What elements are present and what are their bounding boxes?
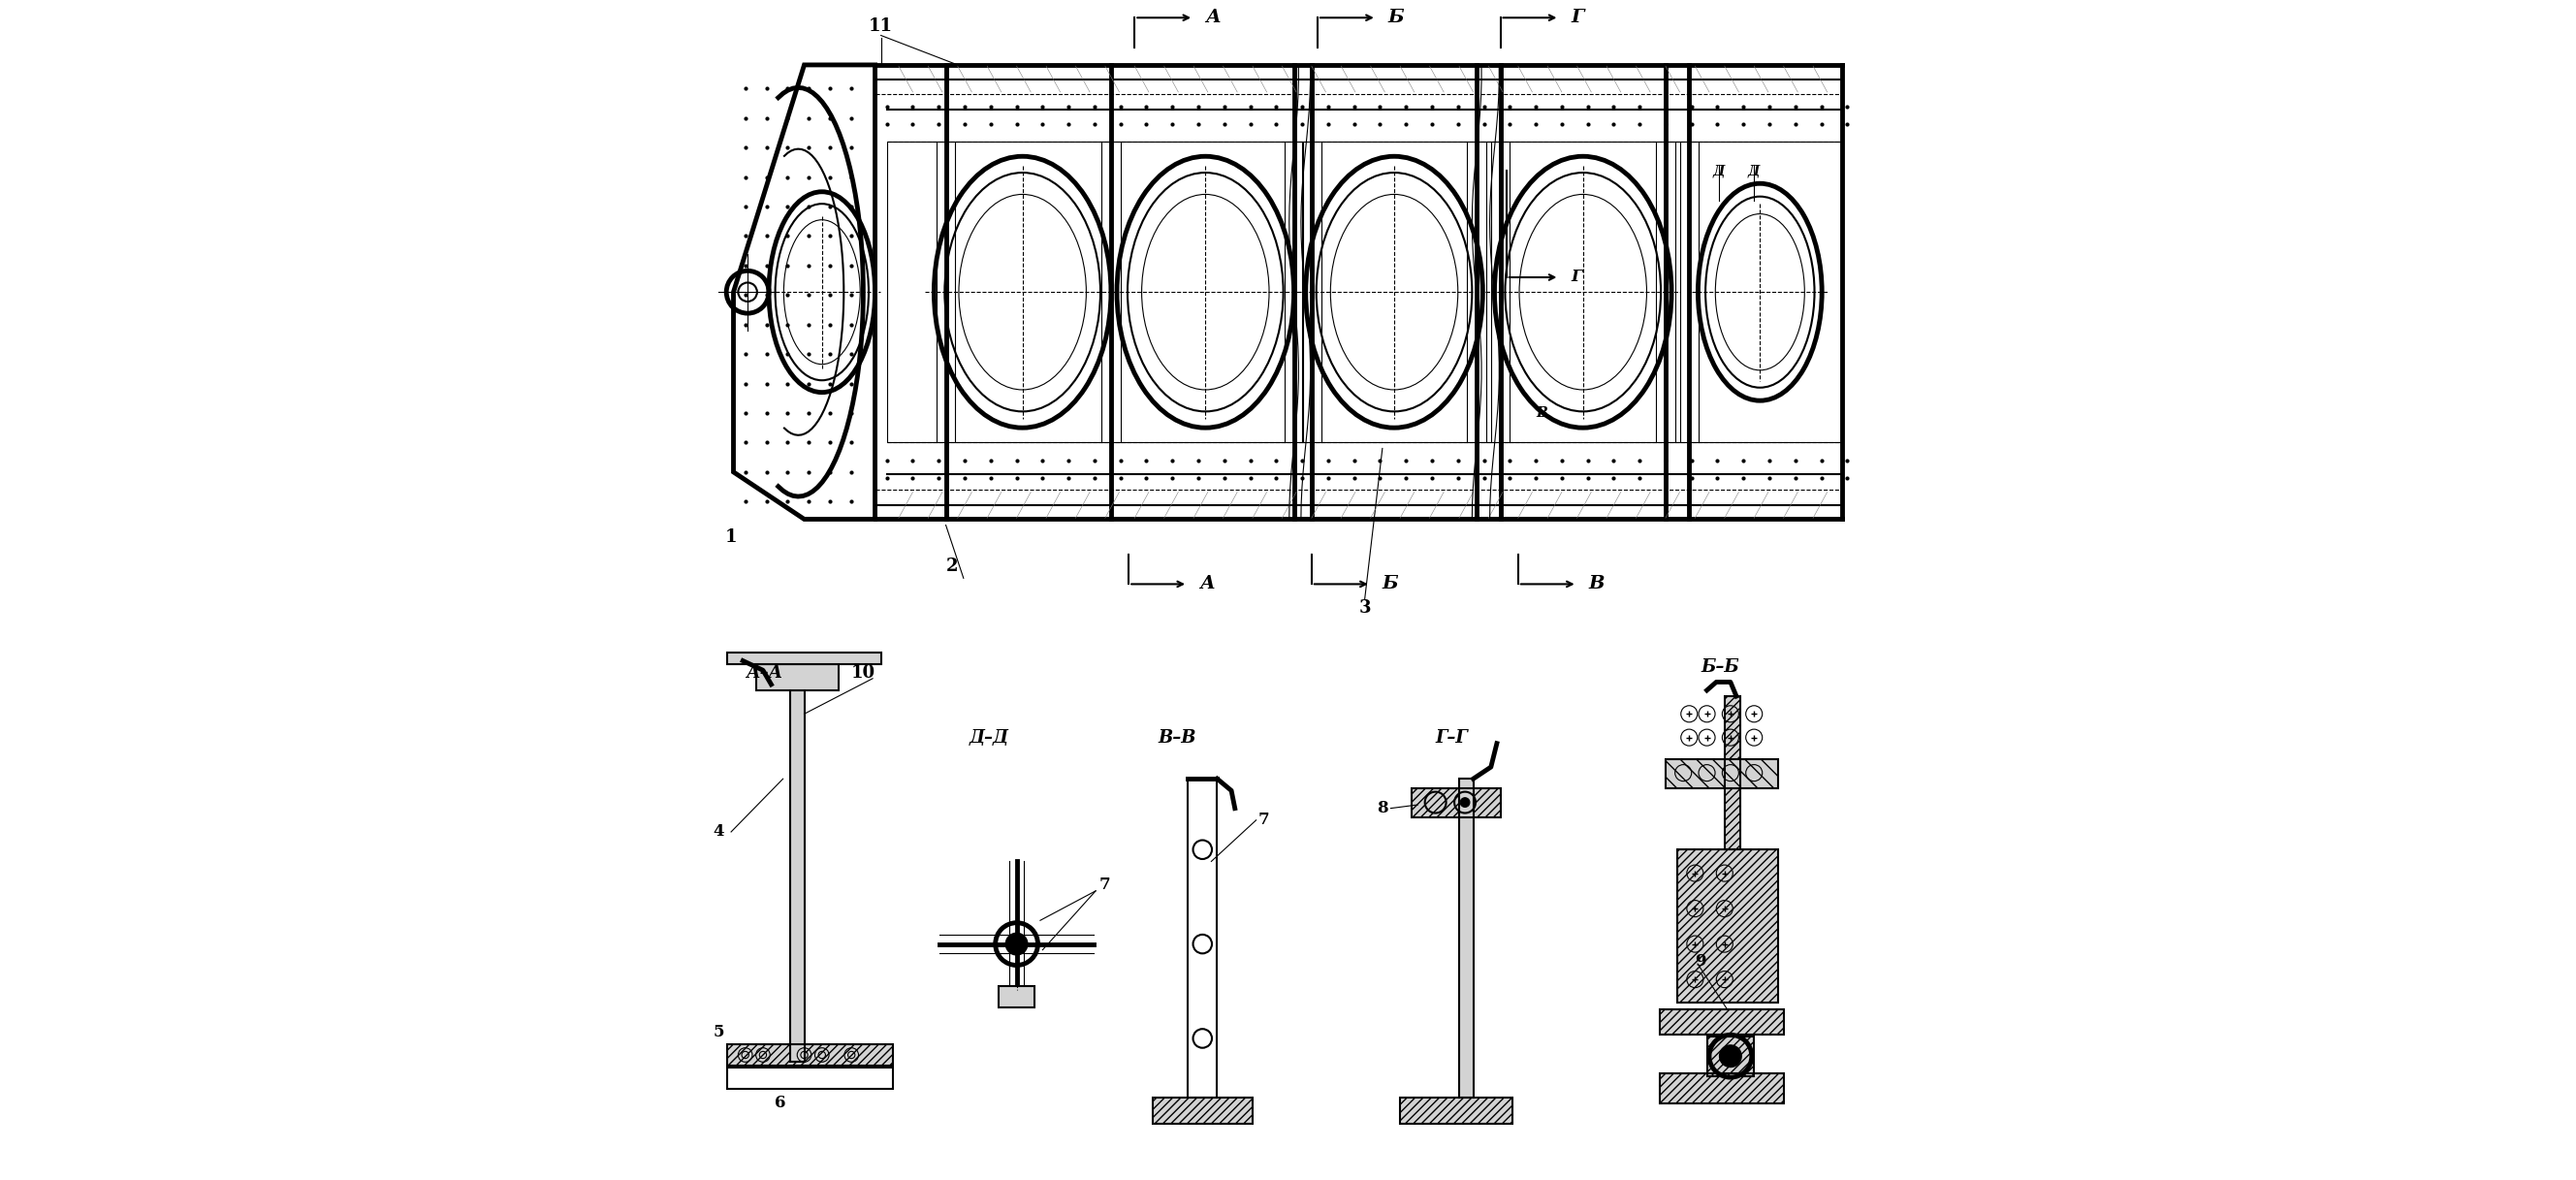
Text: 9: 9: [1695, 953, 1705, 970]
Bar: [1151, 1097, 1252, 1123]
Text: 3: 3: [1358, 599, 1370, 616]
Bar: [791, 690, 804, 1062]
Bar: [1401, 1097, 1512, 1123]
Bar: [886, 142, 1842, 442]
Polygon shape: [734, 65, 876, 519]
Text: 6: 6: [775, 1095, 786, 1112]
Bar: [1659, 1074, 1783, 1103]
Bar: [1708, 1036, 1754, 1076]
Bar: [726, 1068, 894, 1089]
Bar: [726, 653, 881, 664]
Text: 5: 5: [714, 1024, 724, 1041]
Text: Д: Д: [1749, 164, 1759, 178]
Text: 11: 11: [868, 18, 894, 34]
Bar: [1723, 696, 1739, 850]
Text: 8: 8: [1378, 800, 1388, 817]
Circle shape: [1461, 798, 1471, 807]
Text: 7: 7: [1100, 877, 1110, 893]
Text: А: А: [1200, 576, 1216, 592]
Bar: [755, 664, 837, 690]
Bar: [1188, 779, 1218, 1097]
Bar: [999, 986, 1036, 1008]
Text: В: В: [1535, 406, 1548, 420]
Bar: [1412, 788, 1499, 818]
Bar: [726, 1044, 894, 1066]
Text: Г–Г: Г–Г: [1435, 729, 1468, 746]
Bar: [726, 653, 881, 664]
Bar: [1659, 1009, 1783, 1035]
Text: Д: Д: [1713, 164, 1726, 178]
Circle shape: [1721, 1045, 1741, 1067]
Bar: [1412, 788, 1499, 818]
Text: Б: Б: [1383, 576, 1399, 592]
Text: 10: 10: [853, 664, 876, 681]
Bar: [1723, 696, 1739, 850]
Text: В: В: [1589, 576, 1605, 592]
Bar: [726, 1068, 894, 1089]
Circle shape: [1007, 933, 1028, 955]
Bar: [755, 664, 837, 690]
Bar: [1677, 850, 1777, 1003]
Text: А–А: А–А: [744, 664, 783, 681]
Text: 4: 4: [714, 824, 724, 840]
Bar: [1667, 759, 1777, 788]
Text: А: А: [1206, 9, 1221, 26]
Bar: [1667, 759, 1777, 788]
Bar: [1659, 1009, 1783, 1035]
Bar: [726, 1044, 894, 1066]
Text: Г: Г: [1571, 269, 1582, 286]
Text: Г: Г: [1571, 9, 1584, 26]
Bar: [1677, 850, 1777, 1003]
Text: Б: Б: [1388, 9, 1404, 26]
Bar: [1151, 1097, 1252, 1123]
Text: Б–Б: Б–Б: [1700, 658, 1739, 675]
Text: 1: 1: [724, 529, 737, 545]
Text: В–В: В–В: [1159, 729, 1195, 746]
Text: Д–Д: Д–Д: [969, 729, 1010, 746]
Bar: [1659, 1074, 1783, 1103]
Bar: [1708, 1036, 1754, 1076]
Text: 7: 7: [1260, 812, 1270, 828]
Bar: [999, 986, 1036, 1008]
Bar: [1401, 1097, 1512, 1123]
Text: 2: 2: [945, 558, 958, 575]
Bar: [1458, 779, 1473, 1097]
